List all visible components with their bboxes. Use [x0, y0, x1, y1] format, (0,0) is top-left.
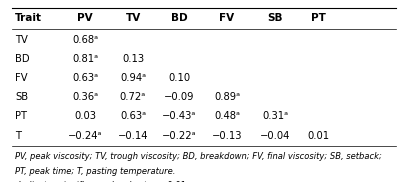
Text: FV: FV	[15, 73, 28, 83]
Text: −0.09: −0.09	[164, 92, 194, 102]
Text: PV: PV	[77, 13, 93, 23]
Text: Trait: Trait	[15, 13, 42, 23]
Text: 0.81ᵃ: 0.81ᵃ	[72, 54, 98, 64]
Text: −0.24ᵃ: −0.24ᵃ	[68, 131, 102, 141]
Text: 0.01: 0.01	[307, 131, 329, 141]
Text: SB: SB	[15, 92, 28, 102]
Text: 0.03: 0.03	[74, 112, 96, 121]
Text: SB: SB	[267, 13, 283, 23]
Text: −0.13: −0.13	[212, 131, 242, 141]
Text: 0.68ᵃ: 0.68ᵃ	[72, 35, 98, 45]
Text: TV: TV	[15, 35, 28, 45]
Text: BD: BD	[15, 54, 30, 64]
Text: PT: PT	[310, 13, 326, 23]
Text: 0.36ᵃ: 0.36ᵃ	[72, 92, 98, 102]
Text: FV: FV	[220, 13, 234, 23]
Text: 0.13: 0.13	[122, 54, 144, 64]
Text: −0.04: −0.04	[260, 131, 290, 141]
Text: −0.43ᵃ: −0.43ᵃ	[162, 112, 196, 121]
Text: 0.48ᵃ: 0.48ᵃ	[214, 112, 240, 121]
Text: T: T	[15, 131, 21, 141]
Text: −0.22ᵃ: −0.22ᵃ	[162, 131, 196, 141]
Text: 0.63ᵃ: 0.63ᵃ	[72, 73, 98, 83]
Text: PT: PT	[15, 112, 27, 121]
Text: 0.89ᵃ: 0.89ᵃ	[214, 92, 240, 102]
Text: BD: BD	[171, 13, 187, 23]
Text: 0.10: 0.10	[168, 73, 190, 83]
Text: 0.31ᵃ: 0.31ᵃ	[262, 112, 288, 121]
Text: −0.14: −0.14	[118, 131, 148, 141]
Text: 0.72ᵃ: 0.72ᵃ	[120, 92, 146, 102]
Text: TV: TV	[125, 13, 141, 23]
Text: 0.63ᵃ: 0.63ᵃ	[120, 112, 146, 121]
Text: ᵃIndicates significance levels at p < 0.01.: ᵃIndicates significance levels at p < 0.…	[15, 181, 188, 182]
Text: PT, peak time; T, pasting temperature.: PT, peak time; T, pasting temperature.	[15, 167, 176, 176]
Text: 0.94ᵃ: 0.94ᵃ	[120, 73, 146, 83]
Text: PV, peak viscosity; TV, trough viscosity; BD, breakdown; FV, final viscosity; SB: PV, peak viscosity; TV, trough viscosity…	[15, 152, 382, 161]
